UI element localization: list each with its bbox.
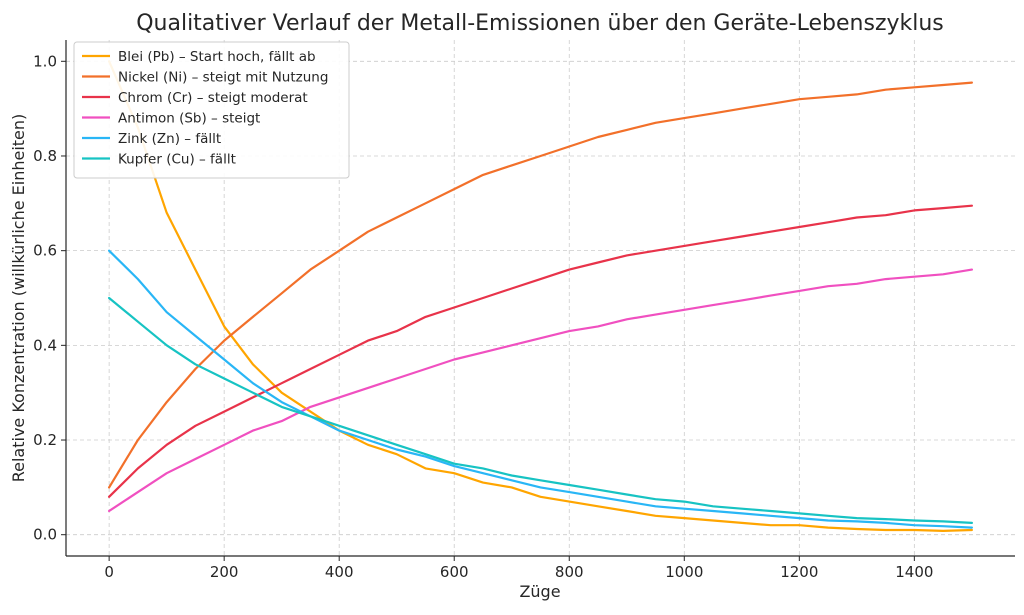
y-tick-label: 1.0: [33, 52, 57, 70]
x-tick-label: 400: [325, 563, 354, 581]
y-tick-label: 0.8: [33, 147, 57, 165]
y-axis-label: Relative Konzentration (willkürliche Ein…: [9, 114, 28, 483]
x-tick-label: 1400: [895, 563, 933, 581]
x-tick-label: 1200: [780, 563, 818, 581]
legend-label-3: Antimon (Sb) – steigt: [118, 111, 260, 127]
series-line-2: [107, 204, 974, 498]
x-tick-label: 0: [104, 563, 114, 581]
x-tick-label: 1000: [665, 563, 703, 581]
x-tick-label: 800: [555, 563, 584, 581]
x-axis-label: Züge: [519, 582, 560, 601]
y-tick-label: 0.0: [33, 526, 57, 544]
legend-label-0: Blei (Pb) – Start hoch, fällt ab: [118, 49, 316, 65]
legend-label-1: Nickel (Ni) – steigt mit Nutzung: [118, 70, 328, 86]
x-tick-label: 600: [440, 563, 469, 581]
chart-title: Qualitativer Verlauf der Metall-Emission…: [136, 11, 944, 36]
legend-label-5: Kupfer (Cu) – fällt: [118, 152, 236, 168]
legend-box: [73, 41, 350, 179]
y-axis-ticks: 0.0 0.2 0.4 0.6 0.8 1.0: [33, 52, 66, 544]
series-line-4: [107, 249, 974, 529]
y-tick-label: 0.6: [33, 242, 57, 260]
series-line-0: [107, 60, 974, 533]
y-tick-label: 0.2: [33, 431, 57, 449]
series-line-1: [107, 81, 974, 489]
series-lines: [107, 60, 974, 533]
series-line-3: [107, 268, 974, 513]
legend-label-2: Chrom (Cr) – steigt moderat: [118, 90, 308, 106]
y-tick-label: 0.4: [33, 336, 57, 354]
legend-label-4: Zink (Zn) – fällt: [118, 131, 221, 147]
x-tick-label: 200: [210, 563, 239, 581]
legend: Blei (Pb) – Start hoch, fällt ab Nickel (…: [73, 41, 350, 179]
x-axis-ticks: 0 200 400 600 800 1000 1200 1400: [104, 556, 933, 581]
series-line-5: [107, 296, 974, 525]
